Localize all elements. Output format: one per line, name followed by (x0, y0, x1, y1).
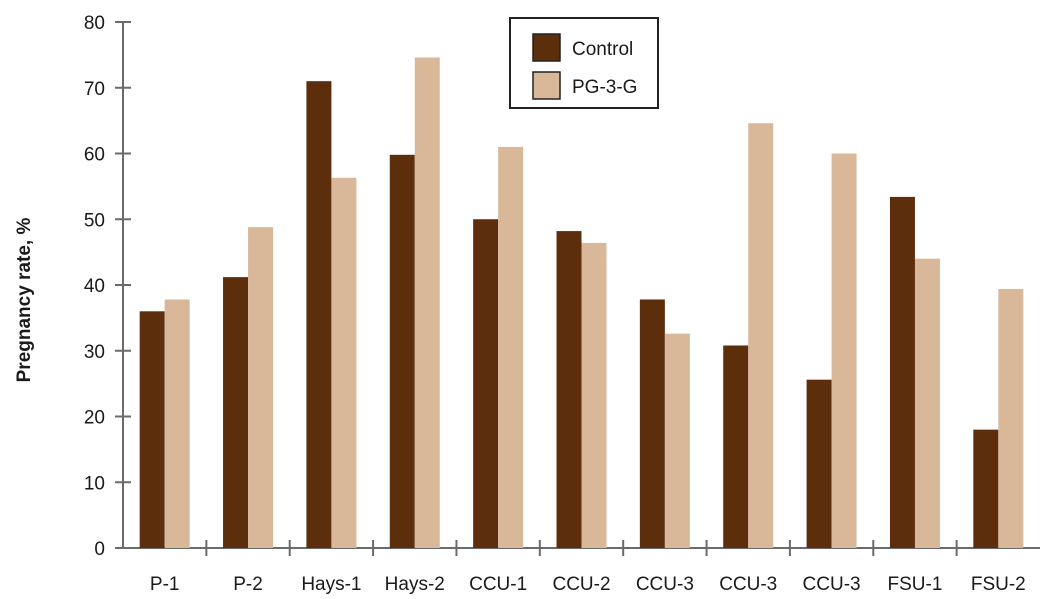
bar-control (389, 154, 415, 548)
y-tick-label: 20 (84, 408, 105, 429)
x-tick-label: CCU-2 (552, 574, 610, 595)
y-tick-label: 70 (84, 79, 105, 100)
x-tick-label: P-1 (150, 574, 180, 595)
x-tick-label: CCU-3 (636, 574, 694, 595)
bar-control (223, 277, 249, 548)
x-tick-label: CCU-1 (469, 574, 527, 595)
bar-pg3g (748, 123, 774, 548)
x-tick-label: CCU-3 (803, 574, 861, 595)
bar-control (973, 429, 999, 548)
bar-control (806, 379, 832, 548)
bar-pg3g (914, 258, 940, 548)
legend-swatch-pg3g (532, 71, 561, 100)
y-tick-label: 10 (84, 473, 105, 494)
bar-pg3g (581, 242, 607, 549)
x-tick-label: CCU-3 (719, 574, 777, 595)
legend-swatch-control (532, 33, 561, 62)
y-tick-label: 30 (84, 342, 105, 363)
legend-label-control: Control (572, 39, 633, 60)
y-axis: 0 10 20 30 40 50 60 70 80 (84, 13, 131, 560)
y-tick-label: 60 (84, 145, 105, 166)
bar-control (306, 81, 332, 549)
bar-pg3g (664, 333, 690, 548)
bar-pg3g (498, 146, 524, 549)
bar-control (889, 196, 915, 548)
y-tick-label: 40 (84, 276, 105, 297)
bar-pg3g (164, 299, 190, 548)
bar-pg3g (248, 227, 274, 548)
x-axis: P-1 P-2 Hays-1 Hays-2 CCU-1 CCU-2 CCU-3 CCU-3 CC… (123, 540, 1040, 595)
bar-pg3g (414, 57, 440, 548)
legend: Control PG-3-G (509, 17, 659, 109)
x-tick-label: Hays-1 (301, 574, 361, 595)
bar-control (139, 311, 165, 548)
x-tick-label: Hays-2 (385, 574, 445, 595)
y-tick-label: 0 (94, 539, 105, 560)
x-tick-label: FSU-1 (888, 574, 943, 595)
bar-pg3g (331, 177, 357, 548)
legend-label-pg3g: PG-3-G (572, 77, 637, 98)
bar-pg3g (998, 288, 1024, 548)
x-tick-label: FSU-2 (971, 574, 1026, 595)
bar-pg3g (831, 153, 857, 548)
bar-control (473, 219, 499, 548)
bar-control (556, 231, 582, 548)
bar-control (723, 345, 749, 548)
y-tick-label: 50 (84, 210, 105, 231)
y-axis-title: Pregnancy rate, % (14, 218, 35, 383)
bar-control (639, 299, 665, 548)
bars (139, 57, 1024, 549)
x-tick-label: P-2 (233, 574, 263, 595)
y-tick-label: 80 (84, 13, 105, 34)
